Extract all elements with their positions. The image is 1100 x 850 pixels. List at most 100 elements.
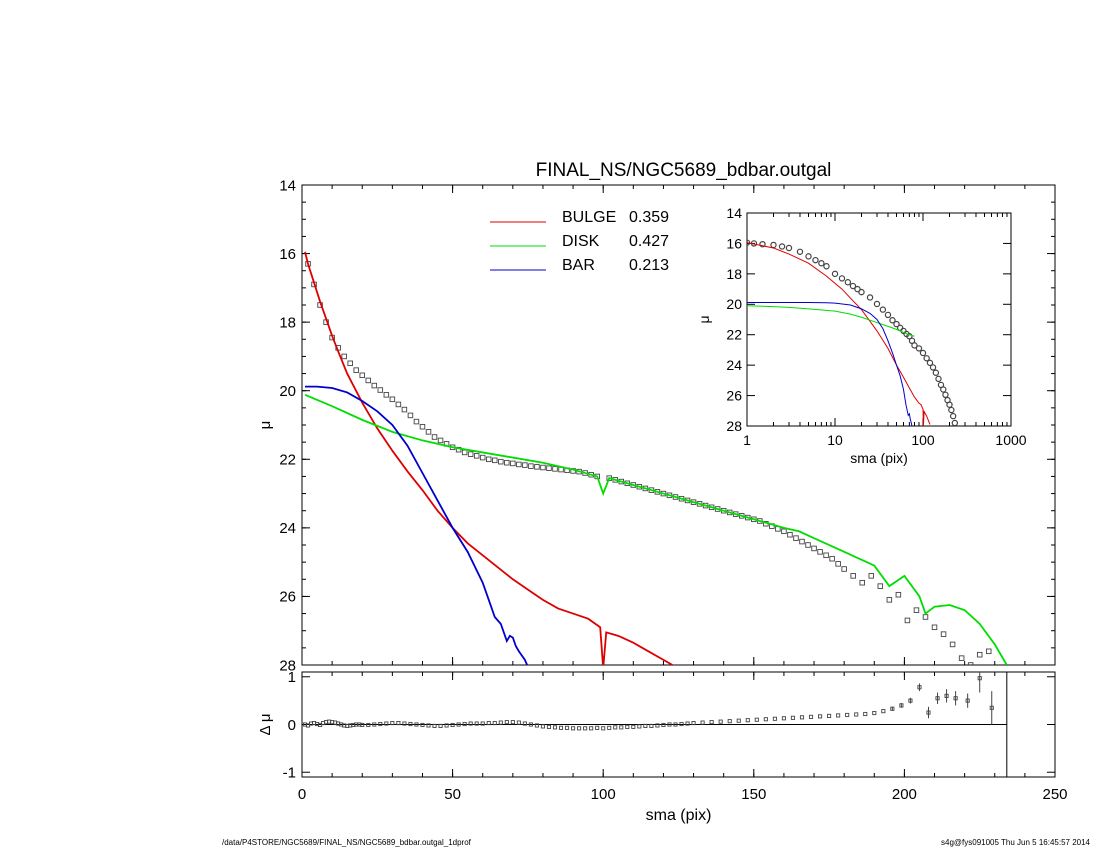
residual-point [881,709,886,714]
inset-data-point [747,239,751,246]
inset-data-point [778,243,786,250]
inset-data-point [879,306,887,313]
inset-y-axis-label: μ [696,315,712,323]
data-point [479,454,486,461]
residual-point [935,696,940,701]
residual-point [390,721,395,726]
residual-point [462,721,467,727]
x-tick-label: 200 [892,786,917,803]
x-tick-label: 100 [591,786,616,803]
residual-point [607,725,612,730]
residual-point [989,705,994,710]
residual-point [790,715,796,720]
residual-point [372,722,377,727]
data-point [781,528,787,535]
residual-point [872,710,877,716]
residual-point [908,698,913,703]
data-point [805,542,811,548]
data-point [492,457,498,464]
residual-point [799,715,805,720]
residual-point [781,716,786,721]
inset-data-point [838,275,846,282]
residual-point [456,722,461,727]
series-line-disk [304,393,1008,665]
inset-data-point [889,317,896,324]
residual-point [736,718,741,723]
residual-y-axis-label: Δ μ [257,713,274,735]
residual-point [498,720,503,725]
data-point [859,579,865,586]
data-point [787,531,793,538]
data-point [341,353,347,360]
y-tick-label: 28 [279,657,296,674]
inset-data-point [785,244,793,252]
legend-label: DISK [562,233,600,250]
y-tick-label: 14 [726,205,742,221]
data-point [353,367,359,373]
y-tick-label: 22 [726,327,742,343]
data-point [904,617,911,624]
residual-point [414,722,419,727]
series-line-bar [305,385,529,665]
inset-data-point [942,391,949,399]
residual-point [408,721,413,727]
inset-x-axis-label: sma (pix) [850,450,908,466]
y-tick-label: 26 [279,589,296,606]
residual-point [673,722,678,727]
residual-point [965,698,970,703]
residual-point [571,726,576,731]
residual-point [516,720,521,725]
data-point [401,406,408,413]
data-point [485,456,492,463]
residual-point [601,726,606,731]
data-point [389,396,396,403]
residual-point [444,723,449,728]
data-point [829,555,835,562]
legend-label: BAR [562,257,595,274]
residual-point [917,685,922,690]
inset-data-point [911,342,918,349]
y-tick-label: 16 [726,235,742,251]
inset-data-point [906,333,913,340]
residual-point [685,721,690,726]
inset-data-point [823,263,830,270]
residual-point [679,721,684,727]
inset-data-point [854,285,861,293]
residual-point [384,721,389,726]
residual-point [631,724,636,729]
y-tick-label: 22 [279,452,296,469]
residual-point [492,721,497,726]
residual-point [953,696,958,701]
inset-data-point [932,369,940,376]
data-point [835,561,841,567]
residual-point [899,703,904,708]
y-axis-label: μ [257,421,274,430]
residual-point [583,726,588,731]
data-point [949,641,956,648]
y-tick-label: 24 [279,520,296,537]
residual-point [450,722,455,728]
data-point [546,465,552,471]
inset-data-point [812,256,819,264]
data-point [407,412,414,419]
data-point [371,382,378,389]
residual-point [709,720,714,725]
residual-point [589,726,594,731]
inset-data-point [818,260,825,267]
residual-point [474,721,479,726]
residual-point [426,723,431,728]
data-point [528,463,534,469]
residual-point [700,720,705,725]
residual-point [854,712,859,717]
residual-point [808,714,814,719]
data-point [811,545,817,552]
residual-point [977,676,982,681]
data-point [437,437,444,444]
inset-data-point [866,294,874,301]
footer-file-path: /data/P4STORE/NGC5689/FINAL_NS/NGC5689_b… [222,838,471,847]
x-tick-label: 1 [743,432,751,448]
data-point [985,648,992,655]
residual-point [468,721,473,726]
data-point [793,535,799,541]
data-point [365,377,372,384]
